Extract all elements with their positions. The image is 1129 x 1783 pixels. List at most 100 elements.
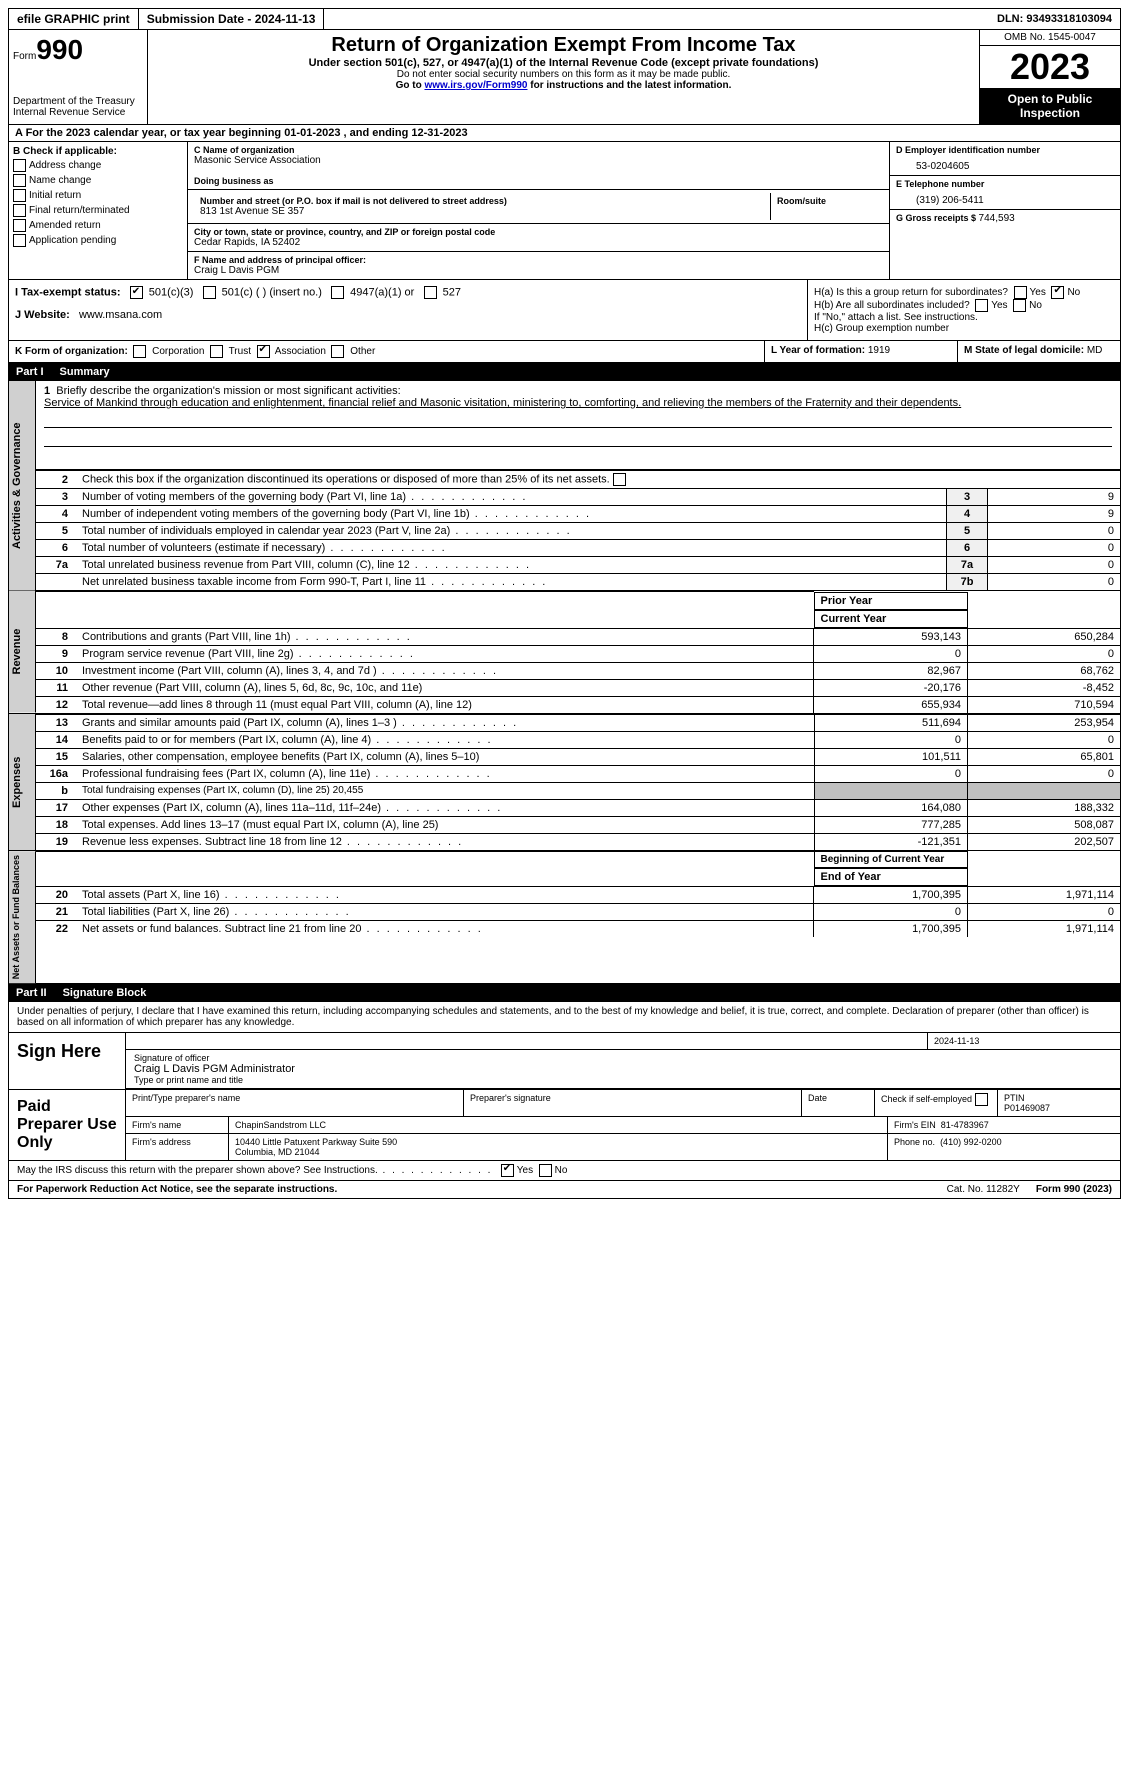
line7b-val: 0 <box>988 574 1121 591</box>
ptin-value: P01469087 <box>1004 1103 1050 1113</box>
paid-preparer-label: Paid Preparer Use Only <box>9 1090 126 1160</box>
line18-cy: 508,087 <box>968 816 1121 833</box>
line15-py: 101,511 <box>815 748 968 765</box>
rev-tab-label: Revenue <box>9 591 36 713</box>
addr-label: Number and street (or P.O. box if mail i… <box>200 196 764 206</box>
tel-value: (319) 206-5411 <box>896 189 1114 206</box>
line12-py: 655,934 <box>814 696 968 713</box>
line2-checkbox[interactable] <box>613 473 626 486</box>
hb-note: If "No," attach a list. See instructions… <box>814 312 1114 323</box>
hb-no-checkbox[interactable] <box>1013 299 1026 312</box>
line9-py: 0 <box>814 645 968 662</box>
501c3-checkbox[interactable] <box>130 286 143 299</box>
line21-py: 0 <box>814 904 968 921</box>
firm-address: 10440 Little Patuxent Parkway Suite 590 … <box>229 1134 888 1160</box>
part2-title: Signature Block <box>63 987 147 999</box>
section-a-period: A For the 2023 calendar year, or tax yea… <box>8 125 1121 142</box>
app-pending-checkbox[interactable] <box>13 234 26 247</box>
city-state-zip: Cedar Rapids, IA 52402 <box>194 237 883 248</box>
net-assets-table: Beginning of Current YearEnd of Year 20T… <box>36 851 1120 938</box>
amended-return-checkbox[interactable] <box>13 219 26 232</box>
ein-label: D Employer identification number <box>896 145 1114 155</box>
expenses-section: Expenses 13Grants and similar amounts pa… <box>8 714 1121 851</box>
4947-checkbox[interactable] <box>331 286 344 299</box>
initial-return-checkbox[interactable] <box>13 189 26 202</box>
gross-value: 744,593 <box>979 213 1015 224</box>
name-change-checkbox[interactable] <box>13 174 26 187</box>
part1-title: Summary <box>60 366 110 378</box>
officer-sig-name: Craig L Davis PGM Administrator <box>134 1063 295 1075</box>
trust-checkbox[interactable] <box>210 345 223 358</box>
line16a-py: 0 <box>815 765 968 782</box>
revenue-section: Revenue Prior YearCurrent Year 8Contribu… <box>8 591 1121 714</box>
mission-q: Briefly describe the organization's miss… <box>56 385 400 397</box>
org-name: Masonic Service Association <box>194 155 883 166</box>
website-label: J Website: <box>15 309 70 321</box>
ha-label: H(a) Is this a group return for subordin… <box>814 287 1008 298</box>
submission-date: Submission Date - 2024-11-13 <box>139 9 325 29</box>
gross-label: G Gross receipts $ <box>896 213 979 223</box>
part1-num: Part I <box>16 366 44 378</box>
city-label: City or town, state or province, country… <box>194 227 883 237</box>
dln: DLN: 93493318103094 <box>989 10 1120 28</box>
efile-print-btn[interactable]: efile GRAPHIC print <box>9 9 139 29</box>
col-b-label: B Check if applicable: <box>13 146 183 157</box>
form-header: Form990 Department of the Treasury Inter… <box>8 30 1121 125</box>
col-b-checkboxes: B Check if applicable: Address change Na… <box>9 142 188 279</box>
form-number: 990 <box>36 34 83 65</box>
page-footer: For Paperwork Reduction Act Notice, see … <box>8 1181 1121 1199</box>
self-employed-checkbox[interactable] <box>975 1093 988 1106</box>
omb-number: OMB No. 1545-0047 <box>980 30 1120 46</box>
hb-yes-checkbox[interactable] <box>975 299 988 312</box>
line5-val: 0 <box>988 523 1121 540</box>
501c-checkbox[interactable] <box>203 286 216 299</box>
line19-py: -121,351 <box>815 833 968 850</box>
addr-change-checkbox[interactable] <box>13 159 26 172</box>
org-name-label: C Name of organization <box>194 145 883 155</box>
other-checkbox[interactable] <box>331 345 344 358</box>
sign-here-label: Sign Here <box>9 1033 126 1089</box>
ag-tab-label: Activities & Governance <box>9 381 36 590</box>
line14-cy: 0 <box>968 731 1121 748</box>
line13-cy: 253,954 <box>968 714 1121 731</box>
line9-cy: 0 <box>968 645 1121 662</box>
ha-yes-checkbox[interactable] <box>1014 286 1027 299</box>
bcy-hdr: Beginning of Current Year <box>814 851 968 868</box>
assoc-checkbox[interactable] <box>257 345 270 358</box>
irs-link[interactable]: www.irs.gov/Form990 <box>424 80 527 91</box>
na-tab-label: Net Assets or Fund Balances <box>9 851 36 983</box>
line7b-text: Net unrelated business taxable income fr… <box>76 574 947 591</box>
top-bar: efile GRAPHIC print Submission Date - 20… <box>8 8 1121 30</box>
discuss-yes-checkbox[interactable] <box>501 1164 514 1177</box>
goto-post: for instructions and the latest informat… <box>527 80 731 91</box>
line15-cy: 65,801 <box>968 748 1121 765</box>
irs-label: Internal Revenue Service <box>13 107 143 118</box>
year-formation-label: L Year of formation: <box>771 345 868 356</box>
form-title: Return of Organization Exempt From Incom… <box>156 34 971 57</box>
line4-val: 9 <box>988 506 1121 523</box>
discuss-no-checkbox[interactable] <box>539 1164 552 1177</box>
exp-tab-label: Expenses <box>9 714 36 850</box>
line3-val: 9 <box>988 489 1121 506</box>
open-inspection: Open to Public Inspection <box>980 88 1120 124</box>
hb-label: H(b) Are all subordinates included? <box>814 300 970 311</box>
final-return-checkbox[interactable] <box>13 204 26 217</box>
year-formation: 1919 <box>868 345 890 356</box>
line12-cy: 710,594 <box>968 696 1121 713</box>
line8-py: 593,143 <box>814 628 968 645</box>
pra-notice: For Paperwork Reduction Act Notice, see … <box>9 1181 939 1198</box>
line17-cy: 188,332 <box>968 799 1121 816</box>
domicile: MD <box>1087 345 1103 356</box>
ha-no-checkbox[interactable] <box>1051 286 1064 299</box>
527-checkbox[interactable] <box>424 286 437 299</box>
net-assets-section: Net Assets or Fund Balances Beginning of… <box>8 851 1121 984</box>
firm-phone: (410) 992-0200 <box>940 1137 1002 1147</box>
corp-checkbox[interactable] <box>133 345 146 358</box>
part2-header: Part II Signature Block <box>8 984 1121 1002</box>
tel-label: E Telephone number <box>896 179 1114 189</box>
signature-block: Under penalties of perjury, I declare th… <box>8 1002 1121 1181</box>
form-subtitle: Under section 501(c), 527, or 4947(a)(1)… <box>156 57 971 69</box>
expenses-table: 13Grants and similar amounts paid (Part … <box>36 714 1120 850</box>
form-org-label: K Form of organization: <box>15 346 128 357</box>
line7a-val: 0 <box>988 557 1121 574</box>
